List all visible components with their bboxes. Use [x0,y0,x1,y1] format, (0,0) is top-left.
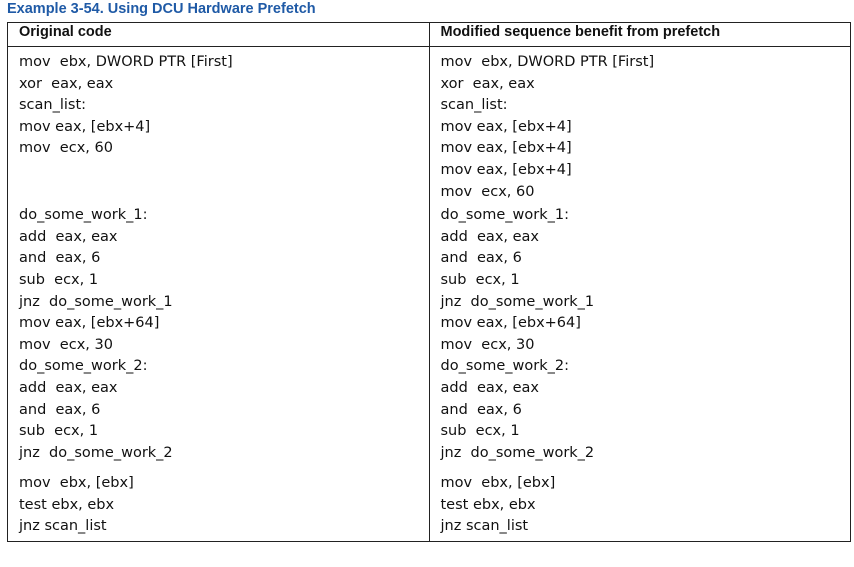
code-line: xor eax, eax [19,75,114,92]
code-line: jnz do_some_work_2 [440,444,595,461]
code-cell: do_some_work_1:add eax, eax and eax, 6 sub… [7,203,430,474]
code-cell: do_some_work_1:add eax, eax and eax, 6 sub… [428,203,851,474]
code-line: scan_list: [440,97,508,114]
code-line: do_some_work_2: [19,358,148,375]
code-line: mov ecx, 30 [19,336,113,353]
code-line: add eax, eax [19,379,118,396]
code-line: mov ebx, DWORD PTR [First] [440,54,655,70]
code-line: jnz scan_list [440,518,529,535]
code-line: and eax, 6 [440,401,522,418]
code-line: mov ebx, [ebx] [19,475,134,492]
body-row: mov ebx, [ebx] test ebx, ebx jnz scan_list… [7,473,851,543]
code-cell: mov ebx, DWORD PTR [First] xor eax, eax sc… [428,46,851,204]
header-row: Original code Modified sequence benefit … [7,22,851,47]
code-line: add eax, eax [440,379,540,396]
code-line: add eax, eax [440,228,540,245]
code-line: do_some_work_1: [19,207,148,224]
code-line: sub ecx, 1 [440,271,520,288]
code-line: test ebx, ebx [19,496,115,513]
body-row: do_some_work_1:add eax, eax and eax, 6 sub… [7,203,851,474]
code-line: and eax, 6 [440,250,522,267]
code-line: jnz do_some_work_1 [19,293,173,310]
code-line: sub ecx, 1 [19,423,99,440]
code-line: mov ebx, DWORD PTR [First] [19,54,233,70]
code-line: xor eax, eax [440,75,535,92]
code-line: sub ecx, 1 [19,271,99,288]
code-line: mov eax, [ebx+64] [440,315,581,332]
code-line: test ebx, ebx [440,496,536,513]
code-table: Original code Modified sequence benefit … [7,22,851,543]
code-line: mov eax, [ebx+4] [440,161,572,178]
code-cell: mov ebx, [ebx] test ebx, ebx jnz scan_list [428,473,851,543]
code-line: mov eax, [ebx+64] [19,315,160,332]
header-cell: Modified sequence benefit from prefetch [428,22,851,47]
header-cell: Original code [7,22,430,47]
code-line: mov ecx, 30 [440,336,535,353]
code-line: scan_list: [19,97,87,114]
code-line: mov ecx, 60 [440,183,535,200]
code-line: mov ecx, 60 [19,140,113,157]
code-line: sub ecx, 1 [440,423,520,440]
code-cell: mov ebx, DWORD PTR [First] xor eax, eax sc… [7,46,430,204]
code-line: mov eax, [ebx+4] [440,118,572,135]
code-line: mov ebx, [ebx] [440,475,556,492]
body-row: mov ebx, DWORD PTR [First] xor eax, eax sc… [7,46,851,204]
code-line: and eax, 6 [19,250,101,267]
code-line: do_some_work_1: [440,207,570,224]
example-title: Example 3-54. Using DCU Hardware Prefetc… [7,1,316,17]
code-line: mov eax, [ebx+4] [440,140,572,157]
code-line: mov eax, [ebx+4] [19,118,151,135]
code-line: add eax, eax [19,228,118,245]
code-line: and eax, 6 [19,401,101,418]
code-line: do_some_work_2: [440,358,570,375]
code-line: jnz do_some_work_1 [440,293,595,310]
code-line: jnz do_some_work_2 [19,444,173,461]
code-line: jnz scan_list [19,518,107,535]
code-cell: mov ebx, [ebx] test ebx, ebx jnz scan_list [7,473,430,543]
